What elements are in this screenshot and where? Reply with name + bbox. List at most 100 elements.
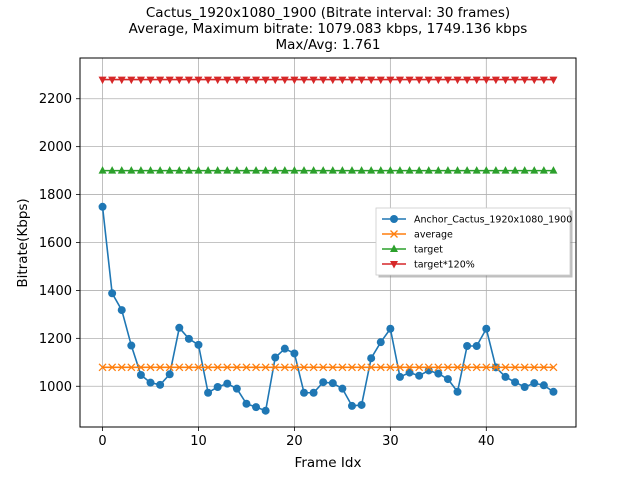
y-tick-label: 1800 (39, 188, 72, 203)
series-0-point (108, 289, 117, 298)
series-0-point (309, 388, 318, 397)
x-marker-stroke (117, 363, 126, 372)
series-1-point (357, 363, 366, 372)
x-marker-stroke (309, 363, 318, 372)
x-marker-stroke (501, 363, 510, 372)
series-2-point (472, 166, 481, 174)
y-tick-label: 2200 (39, 92, 72, 107)
series-3-point (204, 76, 213, 85)
series-3-point (472, 76, 481, 85)
series-3-point (520, 76, 529, 85)
series-1-point (472, 363, 481, 372)
series-3-point (232, 76, 241, 85)
series-1-point (194, 363, 203, 372)
series-0-point (232, 384, 241, 393)
series-2-point (309, 166, 318, 174)
series-2-point (319, 166, 328, 174)
x-marker-stroke (261, 363, 270, 372)
series-3-point (511, 76, 520, 85)
series-1-point (165, 363, 174, 372)
series-0-point (146, 378, 155, 387)
x-marker-stroke (127, 363, 136, 372)
series-0-point (405, 368, 414, 377)
series-2-point (117, 166, 126, 174)
x-marker-stroke (242, 363, 251, 372)
series-3-point (338, 76, 347, 85)
plot-area (98, 76, 558, 415)
x-marker-stroke (539, 363, 548, 372)
x-marker-stroke (184, 363, 193, 372)
series-0-point (175, 323, 184, 332)
series-2-point (549, 166, 558, 174)
series-0-point (501, 372, 510, 381)
series-1-point (367, 363, 376, 372)
series-0-point (328, 379, 337, 388)
series-2-point (376, 166, 385, 174)
x-marker-stroke (156, 363, 165, 372)
series-2-point (434, 166, 443, 174)
series-2-point (338, 166, 347, 174)
series-0-point (463, 342, 472, 351)
series-2-point (213, 166, 222, 174)
x-tick-label: 30 (382, 434, 399, 449)
series-1-point (549, 363, 558, 372)
x-marker-stroke (511, 363, 520, 372)
x-marker-stroke (271, 363, 280, 372)
series-3-point (549, 76, 558, 85)
x-marker-stroke (491, 363, 500, 372)
series-2-point (98, 166, 107, 174)
series-0-point (184, 334, 193, 343)
series-1-point (271, 363, 280, 372)
series-2-point (290, 166, 299, 174)
series-0-point (290, 349, 299, 358)
series-3-point (213, 76, 222, 85)
series-0-point (319, 378, 328, 387)
series-3-point (357, 76, 366, 85)
series-0-point (242, 399, 251, 408)
series-1-point (376, 363, 385, 372)
series-1-point (520, 363, 529, 372)
series-0-point (98, 202, 107, 211)
series-1-point (482, 363, 491, 372)
series-1-point (415, 363, 424, 372)
series-2-point (424, 166, 433, 174)
series-3-point (175, 76, 184, 85)
legend-swatch-marker (390, 261, 398, 269)
x-marker-stroke (98, 363, 107, 372)
series-2-point (280, 166, 289, 174)
series-2-point (136, 166, 145, 174)
y-tick-label: 1400 (39, 284, 72, 299)
series-2-point (108, 166, 117, 174)
series-3-point (319, 76, 328, 85)
x-marker-stroke (415, 363, 424, 372)
series-3-point (184, 76, 193, 85)
series-0-point (520, 382, 529, 391)
x-marker-stroke (376, 363, 385, 372)
series-3-point (117, 76, 126, 85)
series-1-point (338, 363, 347, 372)
series-0-point (539, 381, 548, 390)
series-2-point (511, 166, 520, 174)
series-1-point (424, 363, 433, 372)
x-marker-stroke (549, 363, 558, 372)
series-2-point (395, 166, 404, 174)
series-1-point (491, 363, 500, 372)
series-1-point (530, 363, 539, 372)
series-0-point (386, 324, 395, 333)
series-3-point (443, 76, 452, 85)
series-0-point (338, 384, 347, 393)
series-0-point (117, 306, 126, 315)
series-3-point (146, 76, 155, 85)
x-marker-stroke (319, 363, 328, 372)
x-marker-stroke (232, 363, 241, 372)
x-marker-stroke (405, 363, 414, 372)
series-3-point (376, 76, 385, 85)
series-3-point (405, 76, 414, 85)
legend-label: average (414, 230, 453, 241)
x-marker-stroke (328, 363, 337, 372)
series-1-point (242, 363, 251, 372)
series-0-point (156, 380, 165, 389)
x-tick-label: 40 (478, 434, 495, 449)
x-marker-stroke (300, 363, 308, 372)
